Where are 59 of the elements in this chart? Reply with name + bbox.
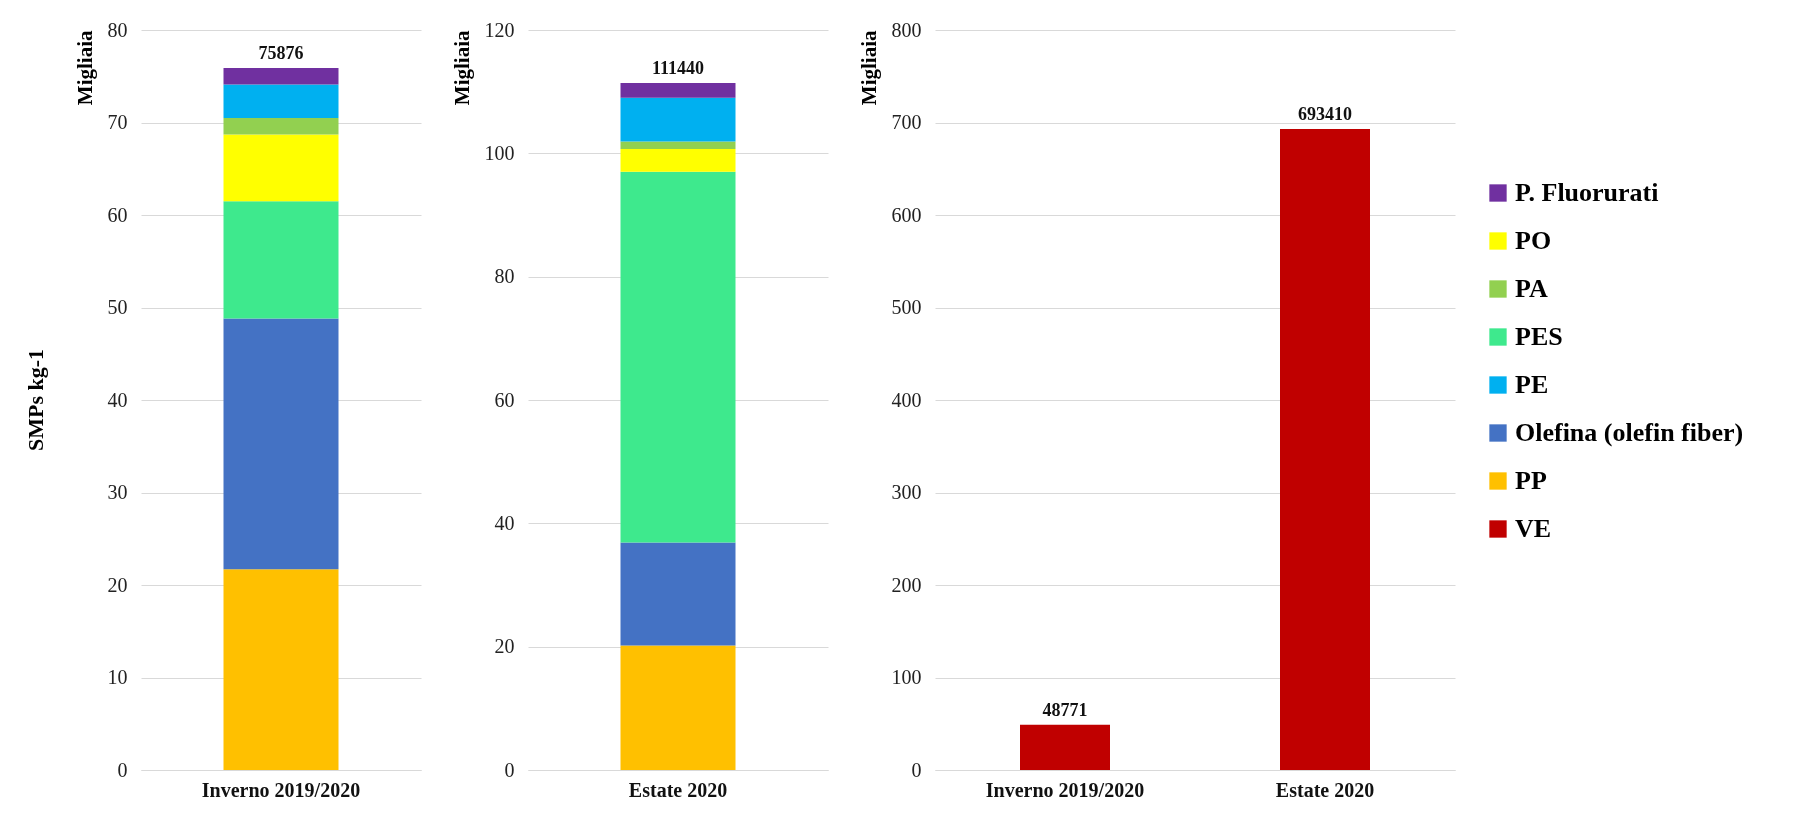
annotation: 111440 bbox=[651, 57, 705, 78]
annotation: 48771 bbox=[1042, 699, 1088, 720]
y-tick-label: 60 bbox=[494, 388, 515, 411]
y-tick-label: 70 bbox=[107, 111, 128, 133]
y-tick-label: 20 bbox=[107, 573, 128, 596]
bar bbox=[620, 97, 736, 142]
bar bbox=[223, 569, 339, 770]
y-tick-label: 600 bbox=[891, 203, 922, 226]
bar bbox=[223, 84, 339, 118]
x-tick-label: Inverno 2019/2020 bbox=[985, 778, 1145, 801]
y-tick-label: 0 bbox=[504, 758, 515, 781]
bar bbox=[223, 318, 339, 570]
x-tick-label: Inverno 2019/2020 bbox=[201, 778, 361, 801]
y-tick-label: 400 bbox=[891, 388, 922, 411]
annotation: 75876 bbox=[258, 43, 304, 64]
y-tick-label: 60 bbox=[107, 203, 128, 226]
legend-label: PA bbox=[1515, 274, 1548, 303]
y-tick-label: 80 bbox=[107, 18, 128, 41]
y-tick-label: 800 bbox=[891, 18, 922, 41]
legend-label: Olefina (olefin fiber) bbox=[1515, 418, 1744, 447]
bar bbox=[620, 542, 736, 646]
bar bbox=[223, 117, 339, 135]
y-tick-label: 50 bbox=[107, 296, 128, 318]
y-tick-label: 40 bbox=[107, 388, 128, 411]
legend-label: PE bbox=[1515, 370, 1549, 399]
y-tick-label: 80 bbox=[494, 265, 515, 288]
bar bbox=[223, 201, 339, 319]
bar bbox=[620, 149, 736, 172]
y-tick-label: 500 bbox=[891, 296, 922, 318]
y-tick-label: 10 bbox=[107, 666, 128, 688]
bar bbox=[223, 134, 339, 202]
y-tick-label: 20 bbox=[494, 635, 515, 658]
legend-label: P. Fluorurati bbox=[1515, 178, 1659, 207]
y-tick-label: 100 bbox=[891, 666, 922, 688]
y-tick-label: 300 bbox=[891, 481, 922, 503]
y-tick-label: 200 bbox=[891, 573, 922, 596]
y-axis-title: Migliaia bbox=[856, 30, 881, 106]
bar bbox=[620, 645, 736, 770]
legend-label: PO bbox=[1515, 226, 1552, 255]
y-axis-title: Migliaia bbox=[72, 30, 97, 106]
y-tick-label: 0 bbox=[117, 758, 128, 781]
bar bbox=[620, 141, 736, 150]
annotation: 693410 bbox=[1298, 103, 1352, 124]
legend-label: PES bbox=[1515, 322, 1563, 351]
y-tick-label: 0 bbox=[911, 758, 922, 781]
legend-label: VE bbox=[1515, 514, 1552, 543]
y-tick-label: 120 bbox=[484, 18, 515, 41]
y-tick-label: 30 bbox=[107, 481, 128, 503]
y-axis-title: Migliaia bbox=[449, 30, 474, 106]
y-tick-label: 40 bbox=[494, 511, 515, 534]
x-tick-label: Estate 2020 bbox=[628, 778, 728, 801]
y-tick-label: 100 bbox=[484, 141, 515, 164]
bar bbox=[620, 171, 736, 543]
bar bbox=[620, 83, 736, 98]
bar bbox=[223, 67, 339, 85]
text: SMPs kg-1 bbox=[23, 348, 48, 452]
y-tick-label: 700 bbox=[891, 111, 922, 133]
x-tick-label: Estate 2020 bbox=[1275, 778, 1375, 801]
legend-label: PP bbox=[1515, 466, 1547, 495]
